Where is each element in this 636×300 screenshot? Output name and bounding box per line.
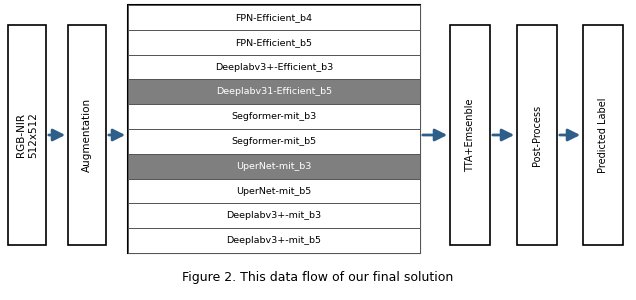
Text: TTA+Emsenble: TTA+Emsenble [465, 98, 475, 172]
Bar [128, 178, 420, 203]
Bar [128, 104, 420, 129]
Text: RGB-NIR
512x512: RGB-NIR 512x512 [16, 112, 38, 158]
Bar [128, 5, 420, 30]
Text: Deeplabv3+-mit_b5: Deeplabv3+-mit_b5 [226, 236, 322, 245]
Bar [517, 25, 557, 245]
Text: Predicted Label: Predicted Label [598, 97, 608, 173]
Bar [583, 25, 623, 245]
Bar [128, 30, 420, 55]
Text: UperNet-mit_b3: UperNet-mit_b3 [237, 162, 312, 171]
Text: Augmentation: Augmentation [82, 98, 92, 172]
Bar [68, 25, 106, 245]
Bar [128, 228, 420, 253]
Text: Deeplabv3+-mit_b3: Deeplabv3+-mit_b3 [226, 211, 322, 220]
Bar [128, 154, 420, 178]
Text: FPN-Efficient_b5: FPN-Efficient_b5 [235, 38, 312, 47]
Bar [128, 129, 420, 154]
Bar [128, 55, 420, 80]
Text: Post-Process: Post-Process [532, 104, 542, 166]
Text: FPN-Efficient_b4: FPN-Efficient_b4 [235, 13, 312, 22]
Bar [128, 80, 420, 104]
Text: Deeplabv31-Efficient_b5: Deeplabv31-Efficient_b5 [216, 87, 332, 96]
Bar [450, 25, 490, 245]
Bar [128, 5, 420, 253]
Text: Figure 2. This data flow of our final solution: Figure 2. This data flow of our final so… [183, 272, 453, 284]
Bar [8, 25, 46, 245]
Text: UperNet-mit_b5: UperNet-mit_b5 [237, 187, 312, 196]
Text: Segformer-mit_b3: Segformer-mit_b3 [232, 112, 317, 121]
Text: Segformer-mit_b5: Segformer-mit_b5 [232, 137, 317, 146]
Bar [128, 203, 420, 228]
Text: Deeplabv3+-Efficient_b3: Deeplabv3+-Efficient_b3 [215, 62, 333, 71]
